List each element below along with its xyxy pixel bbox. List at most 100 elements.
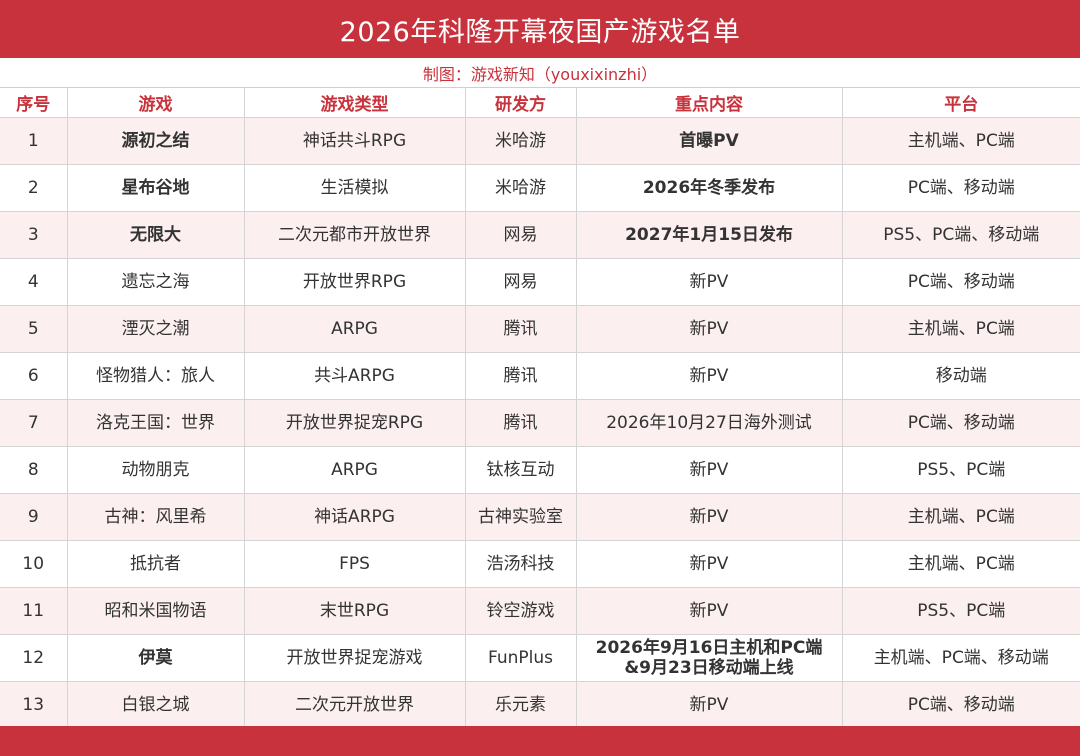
cell-genre: 共斗ARPG: [244, 352, 466, 400]
highlights-line: &9月23日移动端上线: [624, 658, 794, 678]
cell-developer: 古神实验室: [465, 493, 577, 541]
cell-no: 11: [0, 587, 68, 635]
cell-game-name: 昭和米国物语: [67, 587, 245, 635]
cell-game-name: 白银之城: [67, 681, 245, 729]
cell-developer: 腾讯: [465, 352, 577, 400]
cell-genre: 神话ARPG: [244, 493, 466, 541]
cell-game-name: 古神：风里希: [67, 493, 245, 541]
cell-game-name: 怪物猎人：旅人: [67, 352, 245, 400]
cell-platform: PS5、PC端: [842, 446, 1080, 494]
cell-game-name: 无限大: [67, 211, 245, 259]
header-game: 游戏: [67, 88, 245, 118]
cell-platform: PC端、移动端: [842, 164, 1080, 212]
cell-no: 13: [0, 681, 68, 729]
cell-highlights: 2026年10月27日海外测试: [576, 399, 843, 447]
cell-genre: ARPG: [244, 305, 466, 353]
table-row: 11 昭和米国物语 末世RPG 铃空游戏 新PV PS5、PC端: [0, 587, 1080, 635]
title-bar: 2026年科隆开幕夜国产游戏名单: [0, 0, 1080, 58]
cell-no: 10: [0, 540, 68, 588]
cell-genre: ARPG: [244, 446, 466, 494]
cell-platform: 主机端、PC端: [842, 540, 1080, 588]
cell-no: 9: [0, 493, 68, 541]
cell-platform: 主机端、PC端、移动端: [842, 634, 1080, 682]
cell-highlights: 新PV: [576, 352, 843, 400]
cell-platform: PC端、移动端: [842, 399, 1080, 447]
cell-highlights: 新PV: [576, 540, 843, 588]
cell-genre: 二次元都市开放世界: [244, 211, 466, 259]
table-row: 6 怪物猎人：旅人 共斗ARPG 腾讯 新PV 移动端: [0, 352, 1080, 400]
header-platform: 平台: [842, 88, 1080, 118]
cell-developer: 铃空游戏: [465, 587, 577, 635]
table-row: 1 源初之结 神话共斗RPG 米哈游 首曝PV 主机端、PC端: [0, 117, 1080, 165]
cell-no: 8: [0, 446, 68, 494]
table-row: 4 遗忘之海 开放世界RPG 网易 新PV PC端、移动端: [0, 258, 1080, 306]
cell-highlights: 2026年9月16日主机和PC端 &9月23日移动端上线: [576, 634, 843, 682]
table-row: 12 伊莫 开放世界捉宠游戏 FunPlus 2026年9月16日主机和PC端 &9月23…: [0, 634, 1080, 682]
cell-platform: PS5、PC端、移动端: [842, 211, 1080, 259]
cell-no: 1: [0, 117, 68, 165]
footer-bar: [0, 726, 1080, 756]
table-row: 7 洛克王国：世界 开放世界捉宠RPG 腾讯 2026年10月27日海外测试 PC端、移动…: [0, 399, 1080, 447]
cell-genre: 开放世界捉宠游戏: [244, 634, 466, 682]
table-row: 2 星布谷地 生活模拟 米哈游 2026年冬季发布 PC端、移动端: [0, 164, 1080, 212]
cell-developer: 腾讯: [465, 399, 577, 447]
cell-genre: 神话共斗RPG: [244, 117, 466, 165]
cell-genre: 生活模拟: [244, 164, 466, 212]
cell-developer: 米哈游: [465, 117, 577, 165]
games-table-body: 1 源初之结 神话共斗RPG 米哈游 首曝PV 主机端、PC端 2 星布谷地 生活模拟 米哈游 20…: [0, 117, 1080, 729]
cell-game-name: 湮灭之潮: [67, 305, 245, 353]
cell-genre: 二次元开放世界: [244, 681, 466, 729]
cell-developer: 网易: [465, 211, 577, 259]
header-no: 序号: [0, 88, 68, 118]
cell-platform: PS5、PC端: [842, 587, 1080, 635]
cell-developer: 浩汤科技: [465, 540, 577, 588]
cell-platform: PC端、移动端: [842, 681, 1080, 729]
cell-game-name: 抵抗者: [67, 540, 245, 588]
table-row: 3 无限大 二次元都市开放世界 网易 2027年1月15日发布 PS5、PC端、移动端: [0, 211, 1080, 259]
table-row: 8 动物朋克 ARPG 钛核互动 新PV PS5、PC端: [0, 446, 1080, 494]
cell-genre: 开放世界RPG: [244, 258, 466, 306]
cell-game-name: 星布谷地: [67, 164, 245, 212]
cell-no: 2: [0, 164, 68, 212]
cell-platform: PC端、移动端: [842, 258, 1080, 306]
table-row: 9 古神：风里希 神话ARPG 古神实验室 新PV 主机端、PC端: [0, 493, 1080, 541]
cell-highlights: 新PV: [576, 446, 843, 494]
cell-developer: 乐元素: [465, 681, 577, 729]
cell-platform: 主机端、PC端: [842, 305, 1080, 353]
cell-developer: FunPlus: [465, 634, 577, 682]
page-title: 2026年科隆开幕夜国产游戏名单: [339, 16, 741, 48]
cell-highlights: 新PV: [576, 258, 843, 306]
header-genre: 游戏类型: [244, 88, 466, 118]
cell-highlights: 新PV: [576, 587, 843, 635]
cell-genre: 末世RPG: [244, 587, 466, 635]
header-developer: 研发方: [465, 88, 577, 118]
cell-highlights: 新PV: [576, 305, 843, 353]
cell-highlights: 新PV: [576, 681, 843, 729]
table-row: 10 抵抗者 FPS 浩汤科技 新PV 主机端、PC端: [0, 540, 1080, 588]
table-header-row: 序号 游戏 游戏类型 研发方 重点内容 平台: [0, 88, 1080, 118]
cell-platform: 主机端、PC端: [842, 493, 1080, 541]
cell-no: 5: [0, 305, 68, 353]
games-table: 序号 游戏 游戏类型 研发方 重点内容 平台 1 源初之结 神话共斗RPG 米哈游 首曝…: [0, 88, 1080, 729]
highlights-line: 2026年9月16日主机和PC端: [595, 638, 823, 658]
cell-game-name: 洛克王国：世界: [67, 399, 245, 447]
cell-no: 6: [0, 352, 68, 400]
cell-developer: 钛核互动: [465, 446, 577, 494]
cell-no: 7: [0, 399, 68, 447]
cell-highlights: 新PV: [576, 493, 843, 541]
cell-game-name: 遗忘之海: [67, 258, 245, 306]
cell-genre: FPS: [244, 540, 466, 588]
cell-game-name: 源初之结: [67, 117, 245, 165]
cell-game-name: 动物朋克: [67, 446, 245, 494]
cell-highlights: 首曝PV: [576, 117, 843, 165]
subtitle-row: 制图：游戏新知（youxixinzhi）: [0, 58, 1080, 88]
cell-no: 4: [0, 258, 68, 306]
cell-developer: 腾讯: [465, 305, 577, 353]
cell-no: 3: [0, 211, 68, 259]
cell-highlights: 2026年冬季发布: [576, 164, 843, 212]
cell-developer: 米哈游: [465, 164, 577, 212]
cell-highlights: 2027年1月15日发布: [576, 211, 843, 259]
cell-platform: 移动端: [842, 352, 1080, 400]
cell-no: 12: [0, 634, 68, 682]
